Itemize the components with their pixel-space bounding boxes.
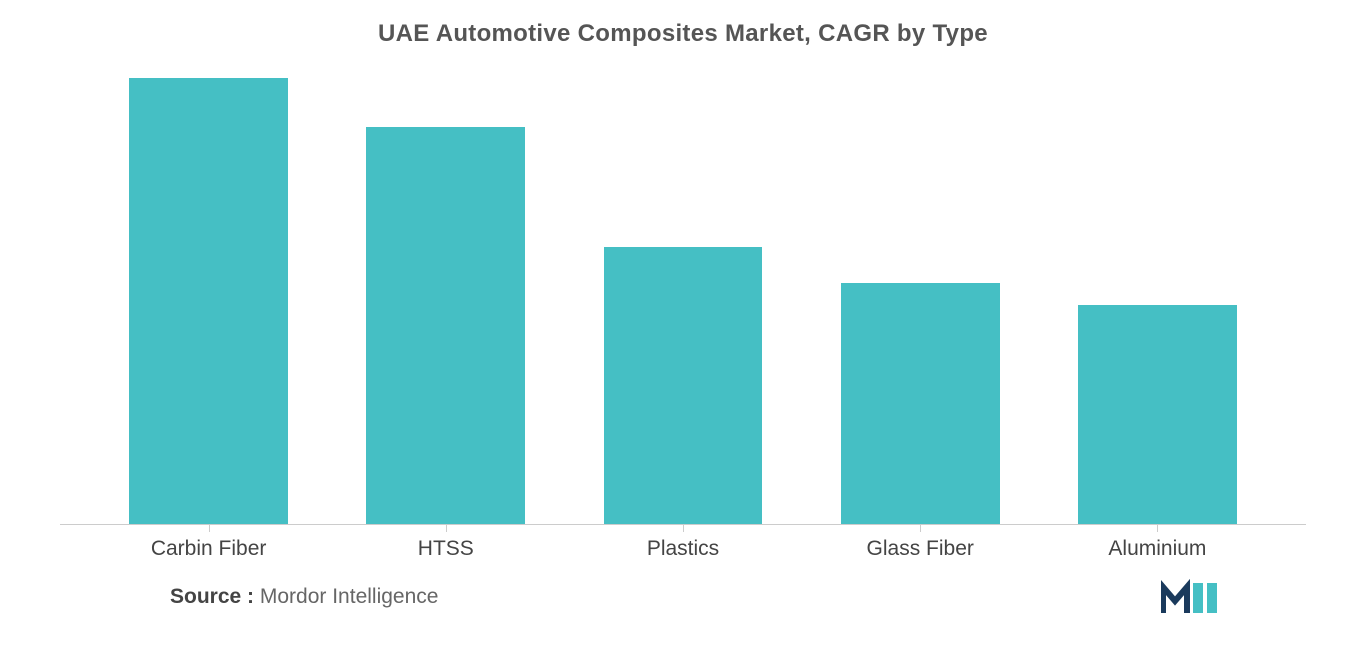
- mordor-logo: [1161, 579, 1221, 615]
- bar-slot: [564, 78, 801, 524]
- x-tick: [920, 524, 921, 532]
- x-tick: [1157, 524, 1158, 532]
- source-label: Source :: [170, 585, 254, 608]
- bar-plastics: [604, 247, 763, 524]
- x-label: Aluminium: [1039, 537, 1276, 561]
- x-label: Glass Fiber: [802, 537, 1039, 561]
- bar-aluminium: [1078, 305, 1237, 524]
- chart-plot-area: [60, 78, 1306, 525]
- x-label: Plastics: [564, 537, 801, 561]
- chart-footer: Source : Mordor Intelligence: [60, 561, 1306, 615]
- bar-glass-fiber: [841, 283, 1000, 524]
- x-tick: [446, 524, 447, 532]
- bar-htss: [366, 127, 525, 524]
- bar-slot: [327, 78, 564, 524]
- chart-container: UAE Automotive Composites Market, CAGR b…: [0, 0, 1366, 655]
- x-label: HTSS: [327, 537, 564, 561]
- x-label: Carbin Fiber: [90, 537, 327, 561]
- bars-wrapper: [60, 78, 1306, 524]
- bar-slot: [1039, 78, 1276, 524]
- source-text: Mordor Intelligence: [260, 585, 439, 608]
- chart-title: UAE Automotive Composites Market, CAGR b…: [60, 20, 1306, 48]
- bar-slot: [802, 78, 1039, 524]
- source-attribution: Source : Mordor Intelligence: [170, 585, 438, 609]
- logo-icon: [1161, 579, 1221, 615]
- x-tick: [209, 524, 210, 532]
- bar-slot: [90, 78, 327, 524]
- bar-carbin-fiber: [129, 78, 288, 524]
- x-tick: [683, 524, 684, 532]
